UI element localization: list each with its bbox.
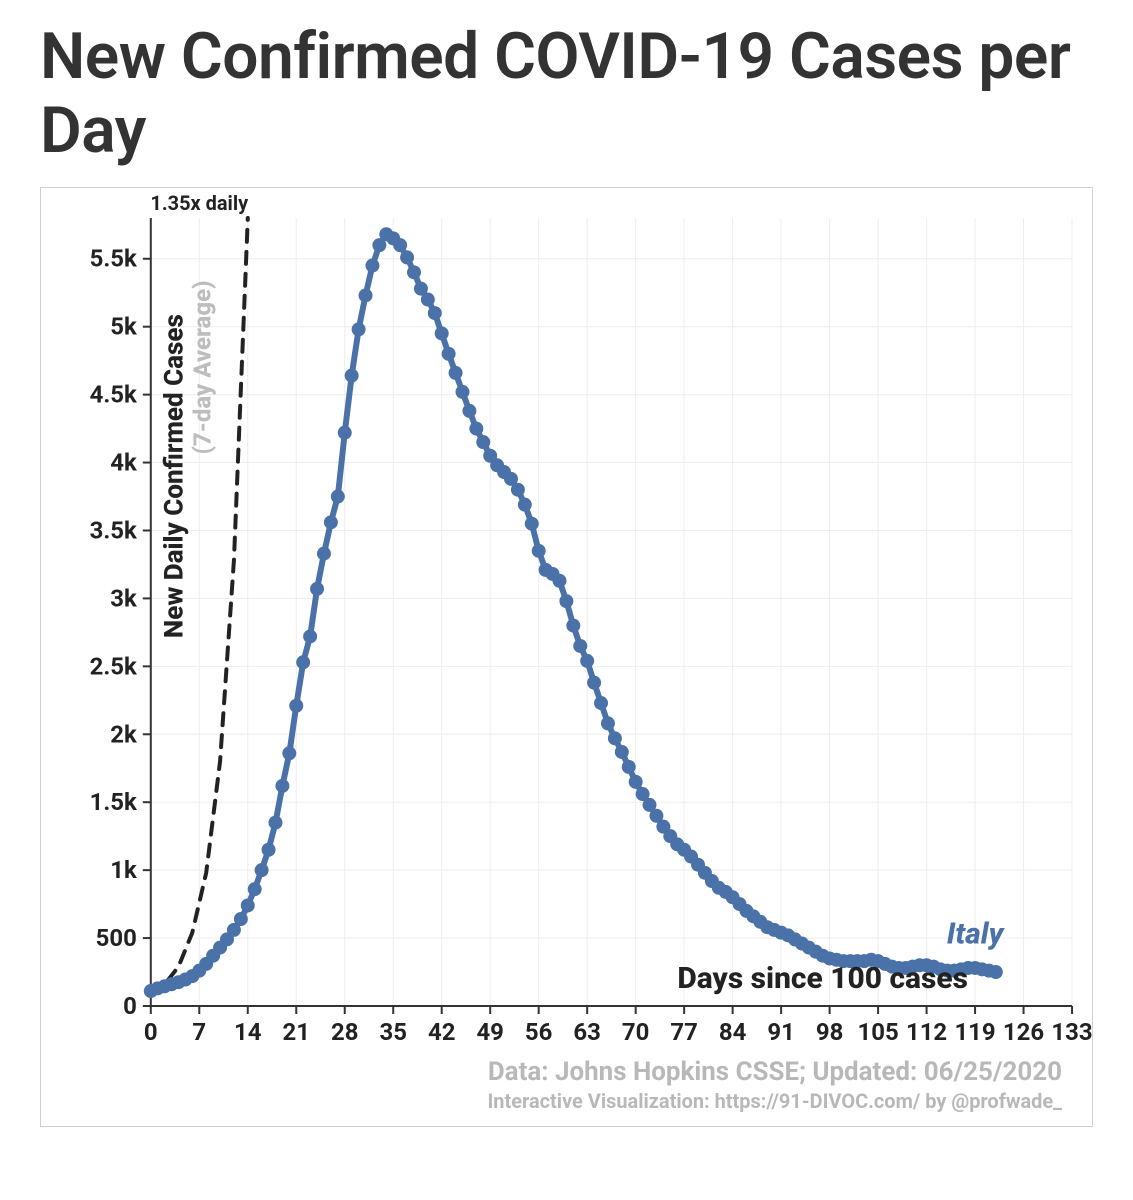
series-marker xyxy=(629,775,643,789)
xtick-label: 56 xyxy=(525,1018,552,1046)
series-marker xyxy=(248,882,262,896)
series-marker xyxy=(345,369,359,383)
ytick-label: 4k xyxy=(110,449,138,477)
xtick-label: 91 xyxy=(767,1018,794,1046)
series-marker xyxy=(324,516,338,530)
series-marker xyxy=(275,779,289,793)
ytick-label: 5.5k xyxy=(90,245,138,273)
xtick-label: 70 xyxy=(622,1018,649,1046)
series-marker xyxy=(255,863,269,877)
xtick-label: 21 xyxy=(283,1018,310,1046)
ytick-label: 4.5k xyxy=(90,381,138,409)
credit-line-1: Data: Johns Hopkins CSSE; Updated: 06/25… xyxy=(488,1057,1062,1087)
ytick-label: 1.5k xyxy=(90,788,138,816)
series-marker xyxy=(442,347,456,361)
series-marker xyxy=(622,760,636,774)
page: New Confirmed COVID-19 Cases per Day 1.3… xyxy=(0,0,1133,1200)
xtick-label: 84 xyxy=(719,1018,747,1046)
series-marker xyxy=(428,306,442,320)
xtick-label: 133 xyxy=(1051,1018,1092,1046)
series-marker xyxy=(476,435,490,449)
xtick-label: 28 xyxy=(331,1018,358,1046)
series-marker xyxy=(352,323,366,337)
xtick-label: 0 xyxy=(144,1018,158,1046)
xtick-label: 63 xyxy=(573,1018,600,1046)
series-marker xyxy=(449,366,463,380)
series-marker xyxy=(241,899,255,913)
series-marker xyxy=(518,498,532,512)
series-marker xyxy=(511,483,525,497)
series-marker xyxy=(559,594,573,608)
xtick-label: 126 xyxy=(1003,1018,1044,1046)
chart-svg: 1.35x daily 0 500 1k 1.5k 2k 2.5k 3k 3.5k 4k 4.5k 5… xyxy=(41,188,1092,1126)
ytick-label: 3.5k xyxy=(90,517,138,545)
xtick-label: 49 xyxy=(476,1018,503,1046)
series-marker xyxy=(462,404,476,418)
series-marker xyxy=(234,912,248,926)
series-marker xyxy=(331,490,345,504)
series-marker xyxy=(615,745,629,759)
series-marker xyxy=(393,238,407,252)
series-marker xyxy=(469,422,483,436)
xtick-label: 42 xyxy=(428,1018,455,1046)
xtick-label: 35 xyxy=(379,1018,406,1046)
series-label: Italy xyxy=(947,917,1006,952)
series-marker xyxy=(594,696,608,710)
series-marker xyxy=(552,574,566,588)
series-marker xyxy=(580,654,594,668)
series-marker xyxy=(338,426,352,440)
credit-line-2: Interactive Visualization: https://91-DI… xyxy=(487,1089,1062,1113)
series-marker xyxy=(525,517,539,531)
ytick-label: 1k xyxy=(110,856,138,884)
series-marker xyxy=(573,639,587,653)
ytick-label: 2k xyxy=(110,720,138,748)
series-marker xyxy=(359,289,373,303)
xtick-label: 112 xyxy=(906,1018,947,1046)
series-marker xyxy=(532,544,546,558)
xtick-label: 7 xyxy=(192,1018,206,1046)
series-marker xyxy=(282,746,296,760)
x-axis-label: Days since 100 cases xyxy=(677,961,968,996)
series-marker xyxy=(435,327,449,341)
xtick-label: 98 xyxy=(816,1018,843,1046)
xtick-label: 77 xyxy=(670,1018,697,1046)
chart-title: New Confirmed COVID-19 Cases per Day xyxy=(40,20,1093,167)
series-marker xyxy=(317,547,331,561)
series-marker xyxy=(608,732,622,746)
y-axis-sublabel: (7-day Average) xyxy=(189,281,217,455)
series-marker xyxy=(310,582,324,596)
ytick-label: 3k xyxy=(110,585,138,613)
reference-label: 1.35x daily xyxy=(150,191,249,215)
xtick-label: 119 xyxy=(954,1018,995,1046)
xtick-label: 105 xyxy=(857,1018,898,1046)
xtick-label: 14 xyxy=(234,1018,262,1046)
y-axis-label: New Daily Confirmed Cases xyxy=(160,314,190,638)
series-marker xyxy=(268,816,282,830)
ytick-label: 500 xyxy=(96,924,137,952)
series-marker xyxy=(989,965,1003,979)
series-marker xyxy=(296,655,310,669)
series-marker xyxy=(365,259,379,273)
chart-frame: 1.35x daily 0 500 1k 1.5k 2k 2.5k 3k 3.5k 4k 4.5k 5… xyxy=(40,187,1093,1127)
series-marker xyxy=(303,630,317,644)
series-marker xyxy=(289,699,303,713)
series-marker xyxy=(400,251,414,265)
ytick-label: 5k xyxy=(110,313,138,341)
series-marker xyxy=(456,385,470,399)
series-marker xyxy=(566,619,580,633)
ytick-label: 2.5k xyxy=(90,653,138,681)
series-marker xyxy=(587,676,601,690)
series-marker xyxy=(601,717,615,731)
ytick-label: 0 xyxy=(123,992,137,1020)
series-marker xyxy=(421,293,435,307)
series-marker xyxy=(407,266,421,280)
series-marker xyxy=(262,843,276,857)
